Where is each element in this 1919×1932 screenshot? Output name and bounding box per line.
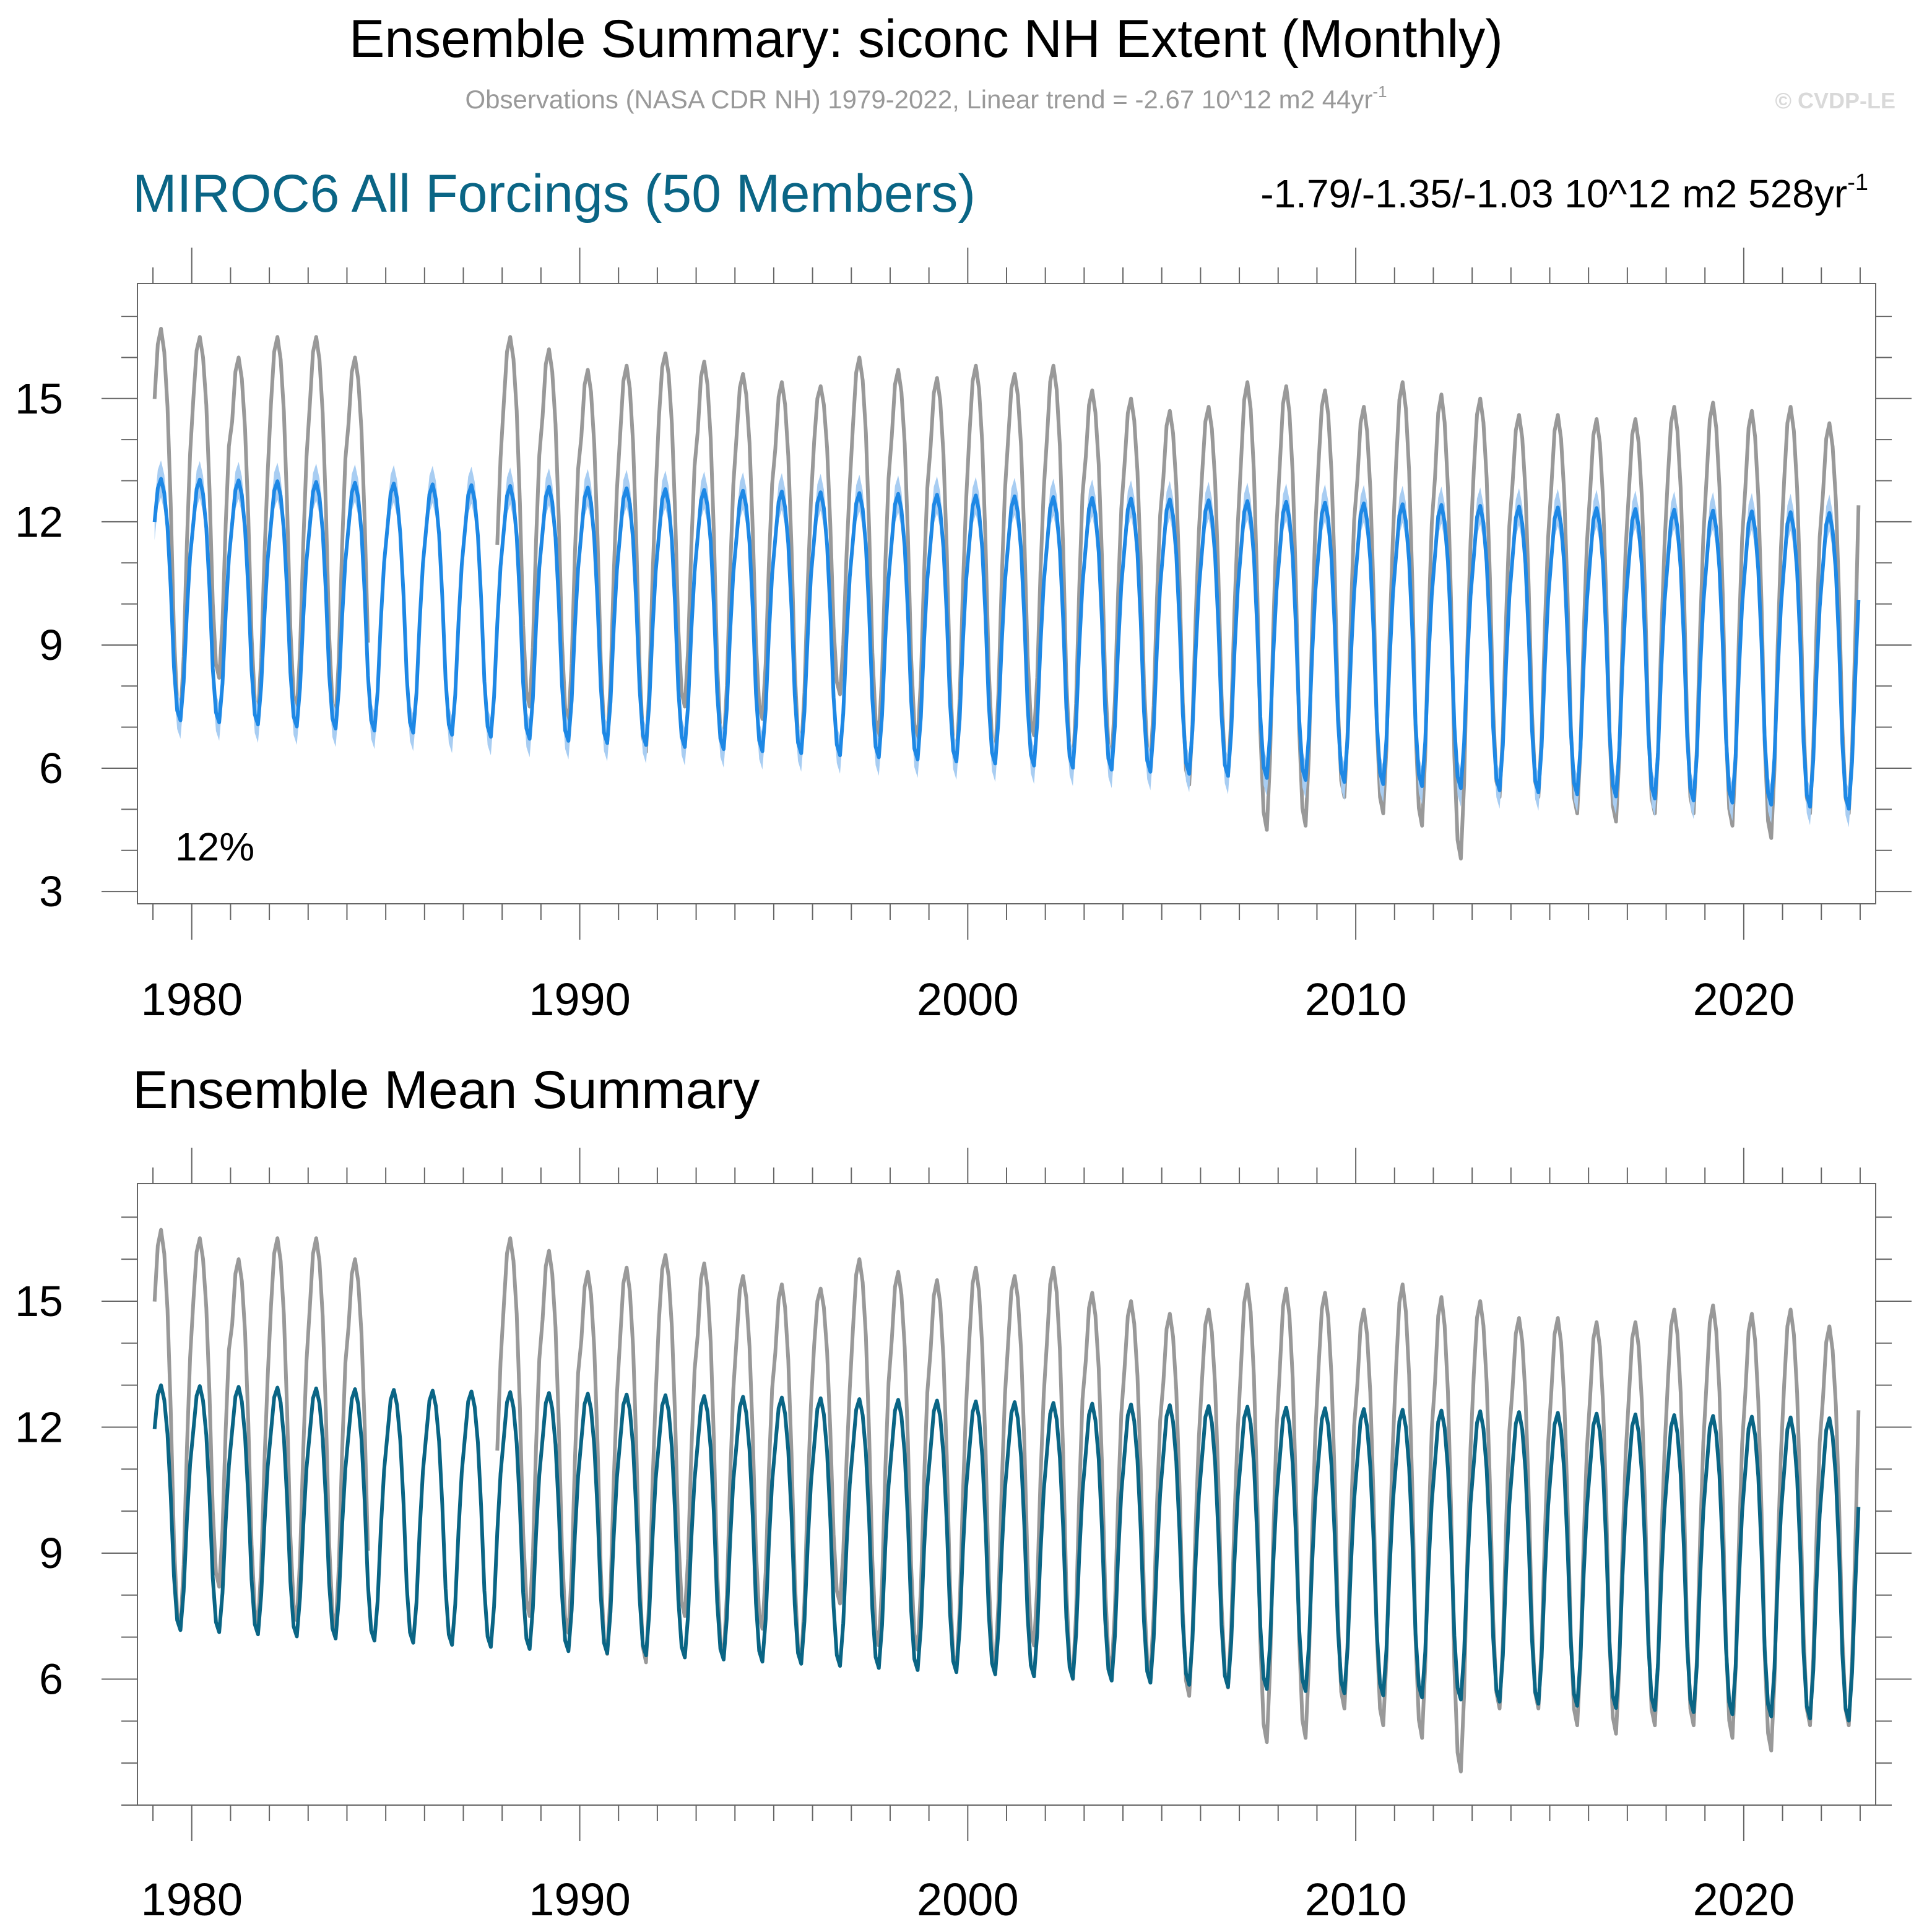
copyright-mark: © CVDP-LE bbox=[1775, 88, 1895, 113]
bottom-panel-title: Ensemble Mean Summary bbox=[132, 1060, 760, 1120]
x-tick-label: 2010 bbox=[1305, 974, 1407, 1025]
x-tick-label: 2020 bbox=[1693, 974, 1795, 1025]
bottom-plot-frame bbox=[137, 1183, 1876, 1806]
y-tick-label: 6 bbox=[39, 744, 63, 792]
top-axis-ticks bbox=[102, 248, 1912, 940]
top-trend-exponent: -1 bbox=[1847, 170, 1868, 196]
x-tick-label: 2010 bbox=[1305, 1874, 1407, 1925]
figure-title: Ensemble Summary: siconc NH Extent (Mont… bbox=[349, 9, 1503, 69]
top-ensemble-series bbox=[152, 477, 1861, 811]
x-tick-label: 1990 bbox=[529, 1874, 631, 1925]
y-tick-label: 6 bbox=[39, 1655, 63, 1703]
top-plot-frame bbox=[137, 283, 1876, 904]
subtitle-exponent: -1 bbox=[1372, 82, 1387, 101]
bottom-x-axis-labels: 1980 1990 2000 2010 2020 bbox=[141, 1874, 1795, 1925]
bottom-y-axis-labels: 6 9 12 15 bbox=[15, 1277, 63, 1704]
top-y-axis-labels: 3 6 9 12 15 bbox=[15, 375, 63, 916]
y-tick-label: 12 bbox=[15, 498, 63, 546]
top-x-axis-labels: 1980 1990 2000 2010 2020 bbox=[141, 974, 1795, 1025]
y-tick-label: 15 bbox=[15, 1277, 63, 1325]
top-panel-title: MIROC6 All Forcings (50 Members) bbox=[132, 164, 976, 223]
y-tick-label: 9 bbox=[39, 1529, 63, 1577]
figure-subtitle: Observations (NASA CDR NH) 1979-2022, Li… bbox=[465, 82, 1387, 114]
x-tick-label: 1980 bbox=[141, 1874, 243, 1925]
top-panel: 3 6 9 12 15 1980 1990 2000 2010 2020 12% bbox=[15, 248, 1912, 1025]
y-tick-label: 12 bbox=[15, 1403, 63, 1451]
x-tick-label: 2020 bbox=[1693, 1874, 1795, 1925]
y-tick-label: 9 bbox=[39, 621, 63, 669]
ensemble-member-line bbox=[152, 477, 1861, 811]
x-tick-label: 2000 bbox=[917, 974, 1019, 1025]
bottom-panel: 6 9 12 15 1980 1990 2000 2010 2020 bbox=[15, 1148, 1912, 1925]
bottom-ensemble-mean-series bbox=[152, 1383, 1861, 1723]
x-tick-label: 1990 bbox=[529, 974, 631, 1025]
y-tick-label: 3 bbox=[39, 867, 63, 916]
ensemble-mean-line bbox=[152, 1383, 1861, 1723]
x-tick-label: 1980 bbox=[141, 974, 243, 1025]
bottom-axis-ticks bbox=[102, 1148, 1912, 1841]
x-tick-label: 2000 bbox=[917, 1874, 1019, 1925]
subtitle-text: Observations (NASA CDR NH) 1979-2022, Li… bbox=[465, 85, 1372, 114]
y-tick-label: 15 bbox=[15, 375, 63, 423]
top-trend-text: -1.79/-1.35/-1.03 10^12 m2 528yr bbox=[1260, 171, 1847, 216]
top-panel-trend: -1.79/-1.35/-1.03 10^12 m2 528yr-1 bbox=[1260, 170, 1868, 216]
top-panel-annotation: 12% bbox=[175, 825, 254, 869]
